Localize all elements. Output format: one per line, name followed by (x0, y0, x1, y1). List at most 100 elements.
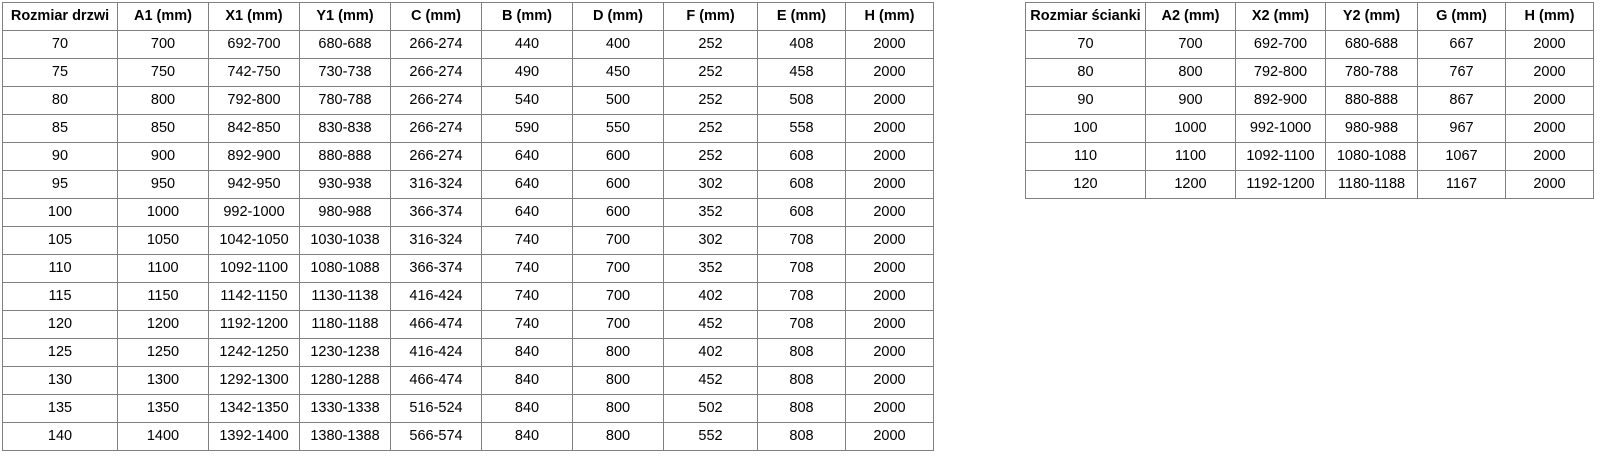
table-cell: 800 (572, 338, 664, 367)
table-cell: 566-574 (390, 422, 482, 451)
table-cell: 992-1000 (1235, 114, 1326, 143)
column-header: C (mm) (390, 2, 482, 31)
table-cell: 502 (663, 394, 758, 423)
table-cell: 980-988 (1325, 114, 1418, 143)
table-cell: 2000 (1505, 114, 1594, 143)
table-row: 100 1000 992-1000 980-988 967 2000 (1025, 114, 1594, 143)
column-header: D (mm) (572, 2, 664, 31)
table-cell: 640 (481, 170, 573, 199)
table-cell: 252 (663, 86, 758, 115)
table-cell: 1100 (1145, 142, 1236, 171)
table-cell: 2000 (845, 198, 934, 227)
table-cell: 1080-1088 (1325, 142, 1418, 171)
table-cell: 2000 (845, 254, 934, 283)
table-cell: 600 (572, 142, 664, 171)
table-cell: 105 (2, 226, 118, 255)
table-cell: 730-738 (299, 58, 391, 87)
table-cell: 840 (481, 366, 573, 395)
table-cell: 508 (757, 86, 846, 115)
column-header: Y2 (mm) (1325, 2, 1418, 31)
table-cell: 2000 (845, 366, 934, 395)
table-cell: 266-274 (390, 114, 482, 143)
column-header: B (mm) (481, 2, 573, 31)
table-cell: 466-474 (390, 310, 482, 339)
table-cell: 600 (572, 198, 664, 227)
column-header: A2 (mm) (1145, 2, 1236, 31)
table-cell: 302 (663, 226, 758, 255)
table-cell: 808 (757, 338, 846, 367)
table-cell: 708 (757, 310, 846, 339)
table-cell: 700 (572, 282, 664, 311)
table-cell: 1000 (1145, 114, 1236, 143)
table-row: 80 800 792-800 780-788 767 2000 (1025, 58, 1594, 87)
table-cell: 1042-1050 (208, 226, 300, 255)
table-cell: 1100 (117, 254, 209, 283)
column-header: X1 (mm) (208, 2, 300, 31)
table-cell: 708 (757, 254, 846, 283)
table-cell: 640 (481, 142, 573, 171)
table-cell: 1200 (117, 310, 209, 339)
table-row: 75 750 742-750 730-738 266-274 490 450 252 458 20… (2, 58, 934, 87)
table-cell: 700 (1145, 30, 1236, 59)
table-cell: 80 (1025, 58, 1146, 87)
table-cell: 800 (572, 394, 664, 423)
table-cell: 1142-1150 (208, 282, 300, 311)
table-cell: 2000 (845, 310, 934, 339)
table-cell: 1300 (117, 366, 209, 395)
column-header: H (mm) (845, 2, 934, 31)
table-cell: 608 (757, 170, 846, 199)
table-cell: 700 (572, 226, 664, 255)
table-cell: 90 (2, 142, 118, 171)
table-cell: 1400 (117, 422, 209, 451)
table-cell: 1192-1200 (208, 310, 300, 339)
table-row: 70 700 692-700 680-688 266-274 440 400 252 408 20… (2, 30, 934, 59)
table-cell: 550 (572, 114, 664, 143)
table-cell: 600 (572, 170, 664, 199)
table-cell: 120 (2, 310, 118, 339)
table-cell: 590 (481, 114, 573, 143)
table-cell: 867 (1417, 86, 1506, 115)
table-cell: 1030-1038 (299, 226, 391, 255)
table-cell: 1130-1138 (299, 282, 391, 311)
table-cell: 892-900 (208, 142, 300, 171)
table-cell: 402 (663, 282, 758, 311)
table-cell: 740 (481, 310, 573, 339)
column-header: Y1 (mm) (299, 2, 391, 31)
table-cell: 120 (1025, 170, 1146, 199)
table-cell: 767 (1417, 58, 1506, 87)
table-cell: 700 (572, 310, 664, 339)
table-cell: 266-274 (390, 58, 482, 87)
table-cell: 1250 (117, 338, 209, 367)
table-cell: 2000 (845, 394, 934, 423)
table-cell: 900 (1145, 86, 1236, 115)
table-cell: 2000 (845, 282, 934, 311)
table-cell: 1180-1188 (1325, 170, 1418, 199)
table-cell: 2000 (845, 86, 934, 115)
table-cell: 252 (663, 114, 758, 143)
table-cell: 352 (663, 198, 758, 227)
table-cell: 466-474 (390, 366, 482, 395)
table-cell: 90 (1025, 86, 1146, 115)
table-cell: 808 (757, 422, 846, 451)
table-row: 115 1150 1142-1150 1130-1138 416-424 740 700 40… (2, 282, 934, 311)
table-cell: 992-1000 (208, 198, 300, 227)
table-cell: 85 (2, 114, 118, 143)
table-cell: 316-324 (390, 226, 482, 255)
table-cell: 490 (481, 58, 573, 87)
table-cell: 80 (2, 86, 118, 115)
table-cell: 950 (117, 170, 209, 199)
header-row: Rozmiar ścianki A2 (mm) X2 (mm) Y2 (mm) G (m… (1025, 2, 1594, 31)
table-cell: 742-750 (208, 58, 300, 87)
table-cell: 450 (572, 58, 664, 87)
table-cell: 1230-1238 (299, 338, 391, 367)
column-header: H (mm) (1505, 2, 1594, 31)
table-cell: 800 (1145, 58, 1236, 87)
table-row: 90 900 892-900 880-888 266-274 640 600 252 608 20… (2, 142, 934, 171)
table-cell: 708 (757, 226, 846, 255)
table-cell: 440 (481, 30, 573, 59)
table-cell: 892-900 (1235, 86, 1326, 115)
column-header: F (mm) (663, 2, 758, 31)
table-cell: 252 (663, 142, 758, 171)
table-cell: 110 (1025, 142, 1146, 171)
